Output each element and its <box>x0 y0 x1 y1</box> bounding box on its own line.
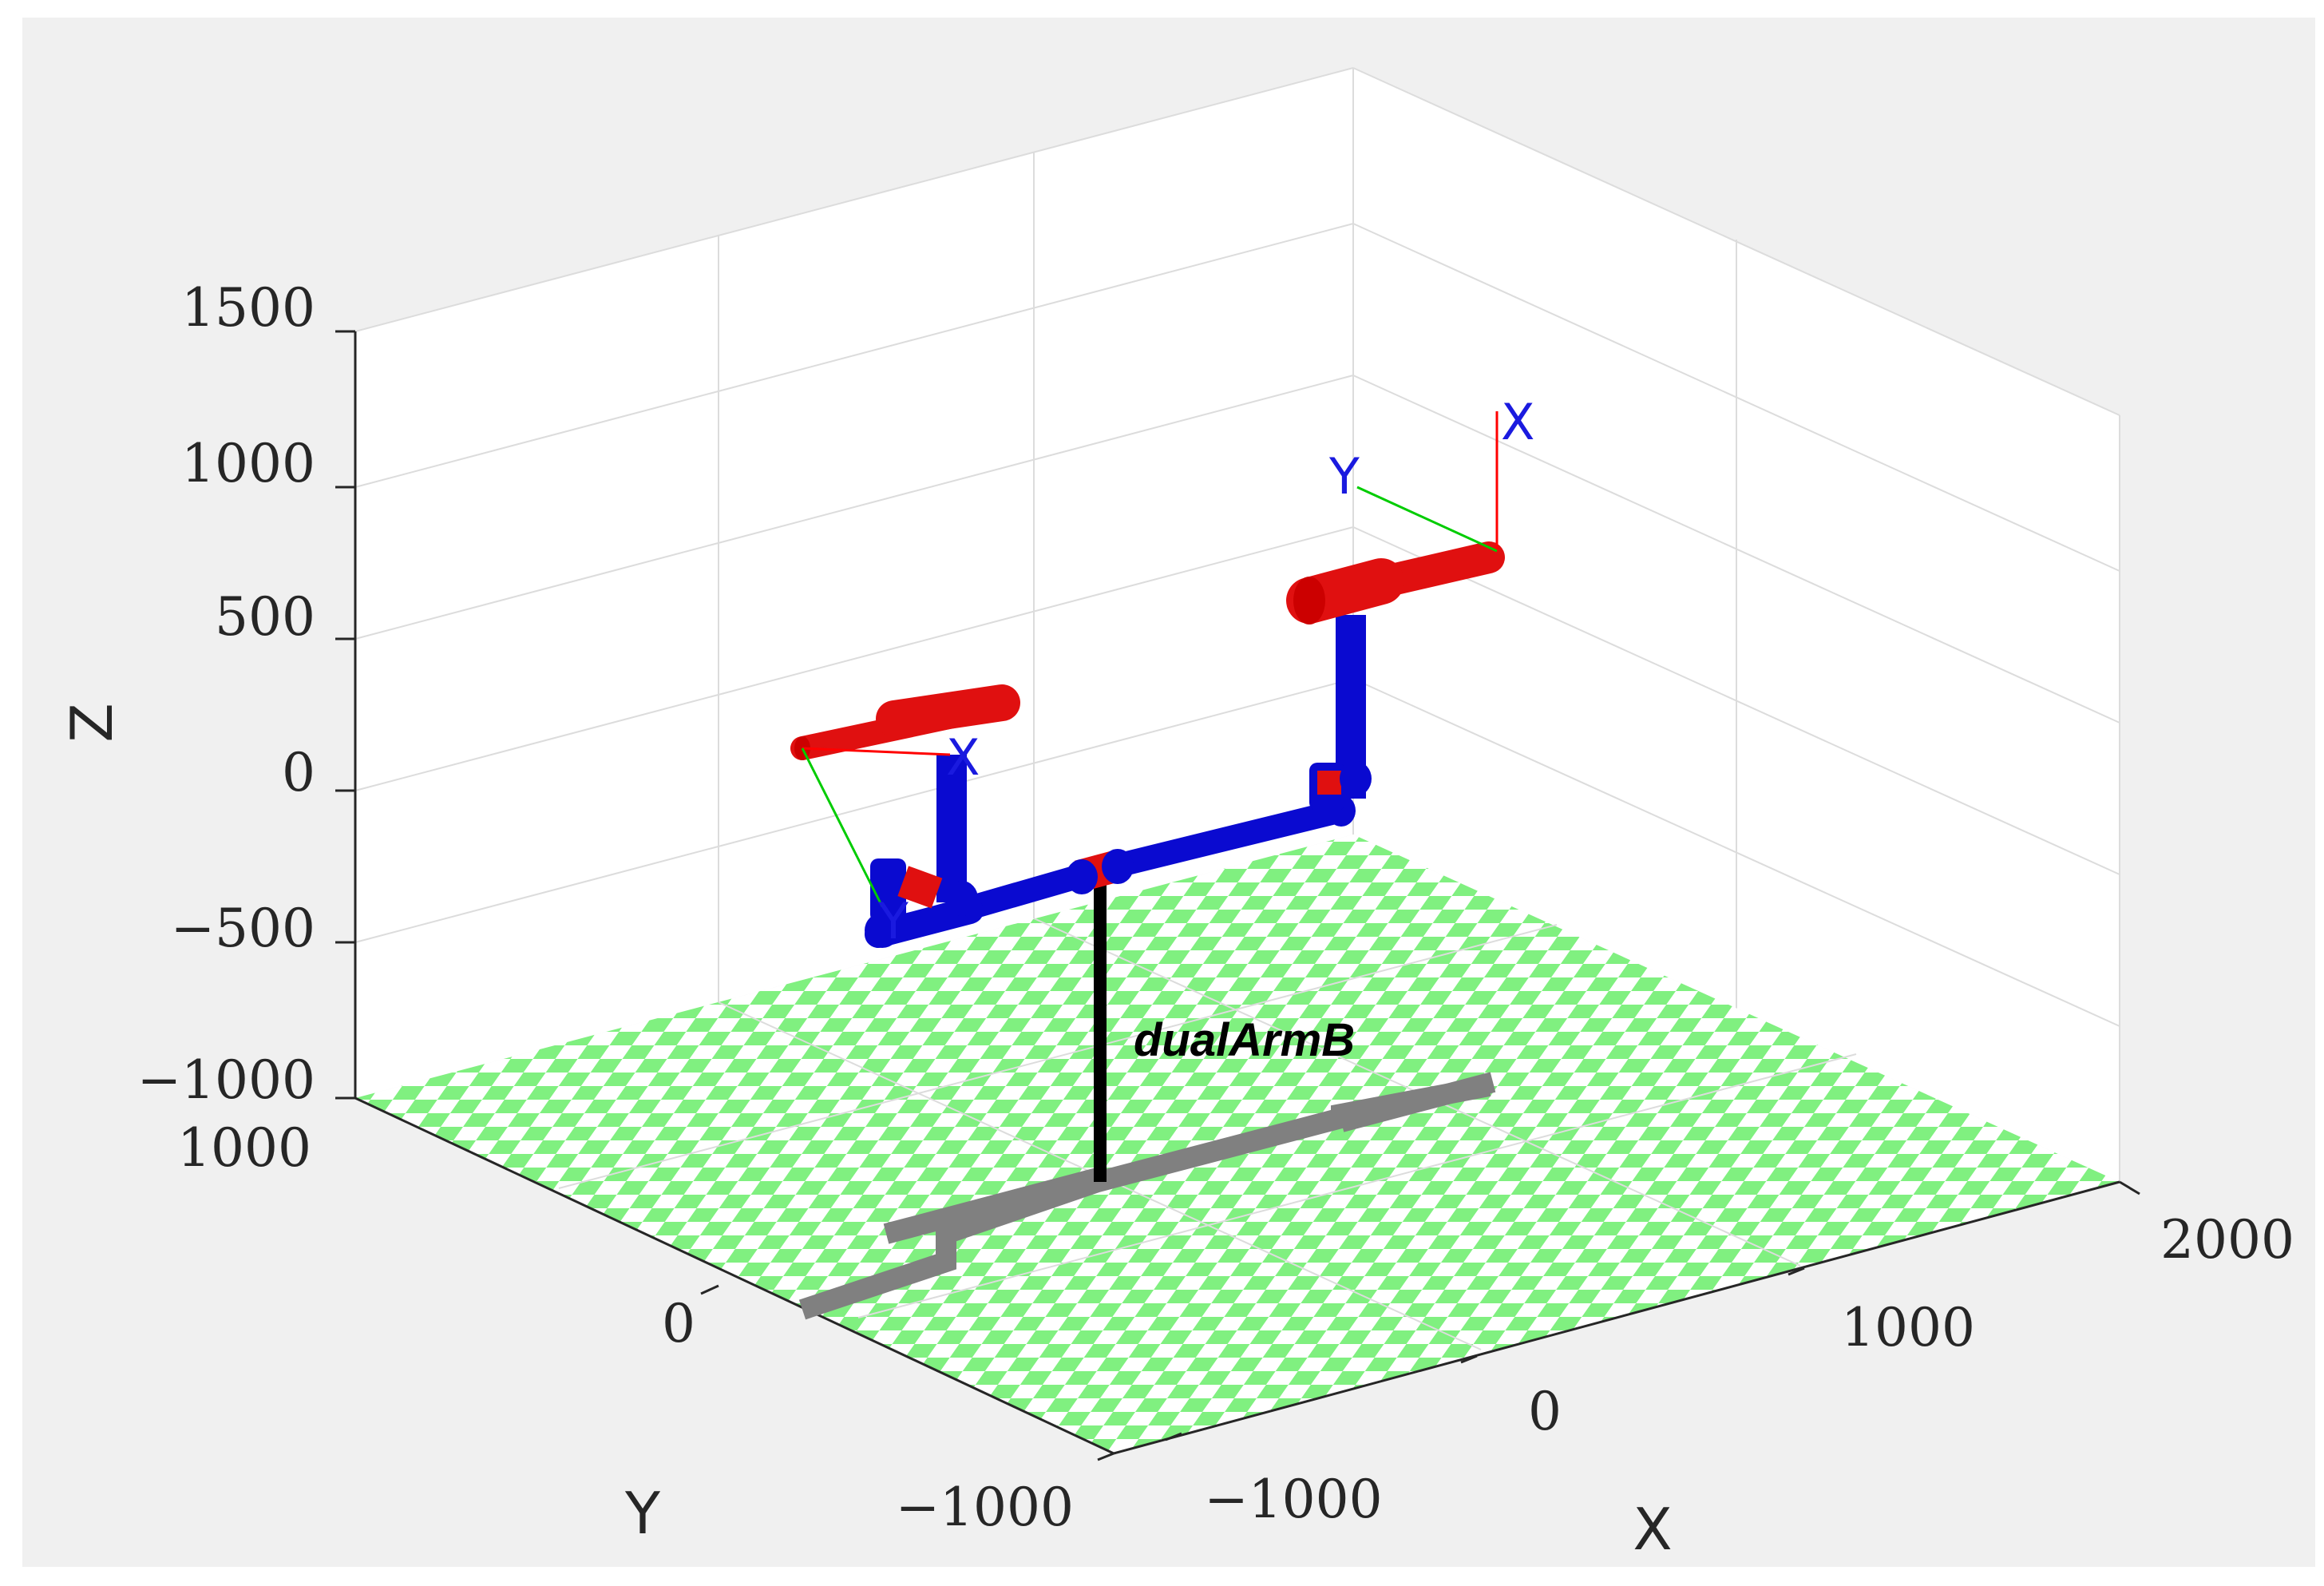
right-arm-elbow-joint <box>1340 761 1372 796</box>
rail-piece-2 <box>1338 1072 1496 1132</box>
x-tick-neg1000: −1000 <box>1204 1469 1382 1530</box>
z-tick-500: 500 <box>215 586 315 648</box>
left-arm-shoulder <box>870 858 906 922</box>
left-forearm-thick <box>876 684 1020 737</box>
x-tick-2000: 2000 <box>2160 1209 2294 1271</box>
left-arm-base-joint <box>865 913 900 948</box>
right-forearm-end <box>1293 577 1325 624</box>
robot-dual-arm: X Y X Y dualArmB <box>790 393 1534 1320</box>
left-arm-elbow-joint <box>946 881 978 916</box>
left-frame-x-label: X <box>946 728 980 787</box>
torso-joint-left <box>1066 859 1098 894</box>
z-tick-neg1000: −1000 <box>137 1049 315 1111</box>
y-tick-1000: 1000 <box>177 1117 311 1179</box>
right-frame-x-label: X <box>1501 393 1534 451</box>
left-frame-y-label: Y <box>877 892 909 950</box>
x-tick-1000: 1000 <box>1841 1297 1975 1358</box>
z-tick-1500: 1500 <box>181 277 315 339</box>
torso-link-right <box>1102 799 1353 878</box>
rail-piece-1 <box>883 1168 1101 1244</box>
x-tick-0: 0 <box>1528 1381 1562 1442</box>
z-tick-neg500: −500 <box>171 898 315 959</box>
robot-name-label: dualArmB <box>1134 1014 1355 1066</box>
z-axis-title: Z <box>58 703 125 742</box>
z-tick-0: 0 <box>282 742 315 803</box>
right-arm-shoulder-red <box>1317 771 1341 795</box>
y-tick-0: 0 <box>662 1293 695 1354</box>
axis-ticks <box>335 330 2140 1461</box>
y-tick-neg1000: −1000 <box>896 1477 1074 1538</box>
axis-lines <box>354 331 2120 1455</box>
left-frame-x-axis <box>802 747 951 756</box>
left-frame-y-axis <box>801 747 884 907</box>
y-axis-title: Y <box>624 1480 661 1547</box>
back-wall-left <box>355 68 1353 1098</box>
z-tick-1000: 1000 <box>181 433 315 494</box>
x-axis-title: X <box>1633 1496 1672 1563</box>
torso-joint-right <box>1102 849 1134 884</box>
right-frame-y-label: Y <box>1328 447 1360 506</box>
right-frame-y-axis <box>1356 486 1498 553</box>
left-arm-shoulder-red <box>897 866 943 909</box>
